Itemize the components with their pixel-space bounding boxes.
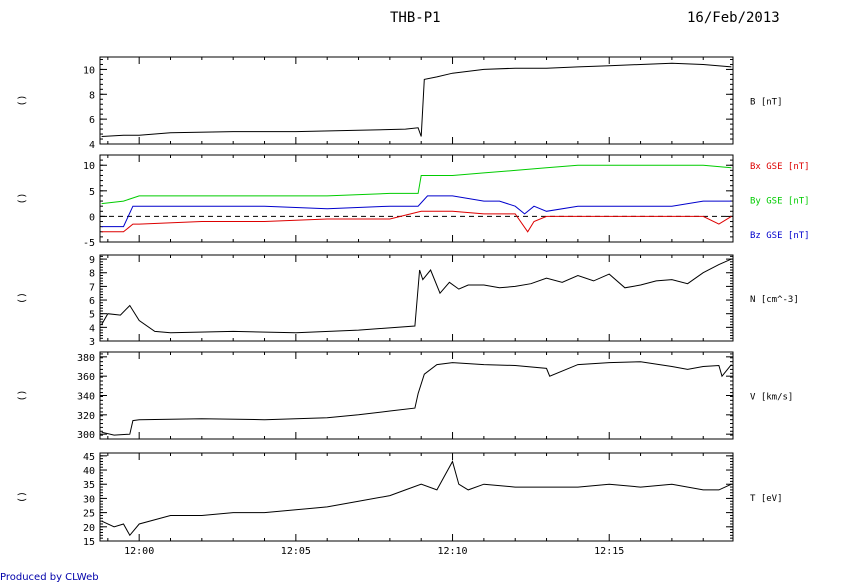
plot-title: THB-P1 [390,10,441,26]
y-tick-label: 8 [89,90,95,101]
series-line [101,258,732,334]
series-label: V [km/s] [750,393,793,403]
plot-date: 16/Feb/2013 [687,10,780,26]
panel-label: () [17,94,28,106]
panel-frame [99,452,734,542]
y-tick-label: 6 [89,115,95,126]
series-line [101,164,732,205]
credit-text: Produced by CLWeb [0,572,99,583]
y-tick-label: 380 [77,353,95,364]
series-line [101,460,732,537]
y-tick-label: 8 [89,269,95,280]
y-tick-label: 4 [89,140,95,151]
y-tick-label: 5 [89,187,95,198]
y-tick-label: 15 [83,537,95,548]
panel-label: () [17,192,28,204]
y-tick-label: 30 [83,494,95,505]
panel-4: 300 320 340 360 380 () V [km/s] [17,351,793,441]
y-tick-label: 340 [77,392,95,403]
panel-label: () [17,389,28,401]
y-tick-label: 3 [89,337,95,348]
x-tick-label: 12:05 [281,546,311,557]
series-line [101,361,732,436]
series-line [101,210,732,233]
y-tick-label: 10 [83,65,95,76]
x-tick-label: 12:10 [437,546,467,557]
y-tick-label: 300 [77,430,95,441]
x-tick-label: 12:00 [124,546,154,557]
panel-label: () [17,292,28,304]
y-tick-label: 10 [83,161,95,172]
series-label: B [nT] [750,98,783,108]
panel-frame [99,56,734,145]
panel-label: () [17,491,28,503]
y-tick-label: 35 [83,480,95,491]
series-line [101,195,732,228]
y-tick-label: 5 [89,310,95,321]
panel-frame [99,154,734,243]
y-tick-label: 40 [83,466,95,477]
panel-frame [99,254,734,342]
series-line [101,62,732,137]
y-tick-label: 7 [89,282,95,293]
panel-5: 15 20 25 30 35 40 45 () T [eV] 12:00 12:05 12:10 12:… [17,452,783,557]
x-tick-label: 12:15 [594,546,624,557]
panel-2: -5 0 5 10 () Bx GSE [nT] By GSE [nT] Bz GSE [nT… [17,154,810,249]
series-label: By GSE [nT] [750,197,810,207]
y-tick-label: 45 [83,452,95,463]
series-label: T [eV] [750,494,783,504]
y-tick-label: 20 [83,523,95,534]
y-tick-label: -5 [83,238,95,249]
y-tick-label: 360 [77,372,95,383]
y-tick-label: 6 [89,296,95,307]
series-label: N [cm^-3] [750,295,799,305]
panel-1: 4 6 8 10 () B [nT] [17,56,783,151]
y-tick-label: 25 [83,509,95,520]
y-tick-label: 4 [89,323,95,334]
y-tick-label: 9 [89,255,95,266]
panel-3: 3 4 5 6 7 8 9 () N [cm^-3] [17,254,799,348]
series-label: Bz GSE [nT] [750,231,810,241]
series-label: Bx GSE [nT] [750,162,810,172]
y-tick-label: 320 [77,411,95,422]
y-tick-label: 0 [89,212,95,223]
panel-frame [99,351,734,440]
